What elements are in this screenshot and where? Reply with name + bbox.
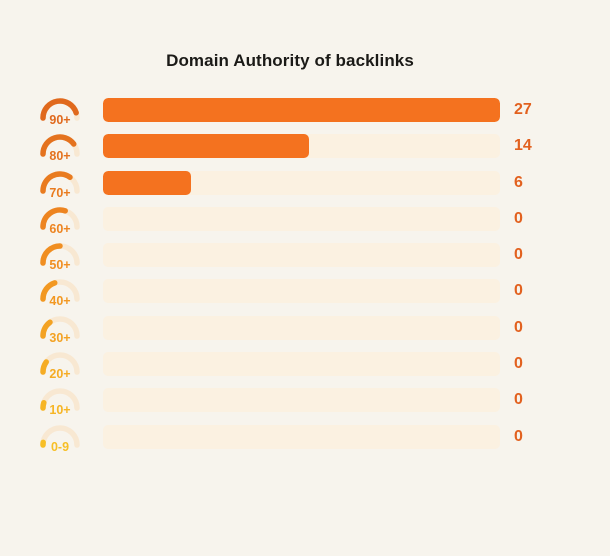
bar-value: 14: [514, 137, 546, 155]
gauge-icon: 50+: [34, 239, 86, 271]
chart-row: 70+6: [34, 171, 546, 195]
bar-value: 0: [514, 355, 546, 373]
gauge-icon: 40+: [34, 275, 86, 307]
bar-value: 0: [514, 246, 546, 264]
bar-track: [103, 388, 500, 412]
gauge-label: 60+: [49, 222, 70, 235]
chart-row: 60+0: [34, 207, 546, 231]
bar-fill: [103, 171, 191, 195]
bar-track: [103, 425, 500, 449]
gauge-icon: 30+: [34, 312, 86, 344]
gauge-icon: 20+: [34, 348, 86, 380]
bar-fill: [103, 134, 309, 158]
bar-track: [103, 98, 500, 122]
bar-track: [103, 134, 500, 158]
gauge-icon: 60+: [34, 203, 86, 235]
gauge-label: 0-9: [51, 440, 69, 453]
chart-row: 30+0: [34, 316, 546, 340]
chart-row: 50+0: [34, 243, 546, 267]
gauge-icon: 70+: [34, 167, 86, 199]
gauge-label: 70+: [49, 186, 70, 199]
chart-row: 10+0: [34, 388, 546, 412]
gauge-label: 50+: [49, 258, 70, 271]
chart-row: 80+14: [34, 134, 546, 158]
gauge-label: 30+: [49, 331, 70, 344]
bar-track: [103, 243, 500, 267]
gauge-fill-arc: [43, 403, 44, 408]
bar-value: 0: [514, 282, 546, 300]
gauge-icon: 80+: [34, 130, 86, 162]
bar-track: [103, 316, 500, 340]
gauge-label: 90+: [49, 113, 70, 126]
bar-track: [103, 279, 500, 303]
gauge-label: 40+: [49, 294, 70, 307]
gauge-label: 10+: [49, 403, 70, 416]
bar-value: 6: [514, 174, 546, 192]
bar-value: 27: [514, 101, 546, 119]
bar-track: [103, 171, 500, 195]
gauge-icon: 90+: [34, 94, 86, 126]
gauge-label: 80+: [49, 149, 70, 162]
gauge-label: 20+: [49, 367, 70, 380]
gauge-icon: 0-9: [34, 421, 86, 453]
chart-row: 20+0: [34, 352, 546, 376]
bar-value: 0: [514, 319, 546, 337]
bar-fill: [103, 98, 500, 122]
bar-value: 0: [514, 210, 546, 228]
bar-value: 0: [514, 428, 546, 446]
chart-row: 40+0: [34, 279, 546, 303]
bar-track: [103, 352, 500, 376]
chart-title: Domain Authority of backlinks: [34, 49, 546, 73]
gauge-fill-arc: [43, 362, 46, 372]
bar-track: [103, 207, 500, 231]
gauge-icon: 10+: [34, 384, 86, 416]
bar-value: 0: [514, 391, 546, 409]
chart-row: 90+27: [34, 98, 546, 122]
